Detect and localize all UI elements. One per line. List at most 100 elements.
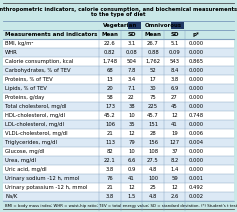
Text: Triglycerides, mg/dl: Triglycerides, mg/dl — [5, 140, 57, 145]
Bar — [3, 39, 234, 48]
Text: 7.1: 7.1 — [127, 86, 136, 91]
Text: 173: 173 — [105, 104, 115, 109]
Text: 58: 58 — [107, 95, 113, 100]
Text: 156: 156 — [148, 140, 158, 145]
Text: 30: 30 — [150, 86, 156, 91]
Text: 0.006: 0.006 — [188, 131, 204, 136]
Bar — [3, 120, 234, 129]
Text: 4.8: 4.8 — [149, 194, 157, 199]
Text: 45.7: 45.7 — [147, 113, 159, 118]
Text: VLDL-cholesterol, mg/dl: VLDL-cholesterol, mg/dl — [5, 131, 68, 136]
Bar — [3, 147, 234, 156]
Text: Calorie consumption, kcal: Calorie consumption, kcal — [5, 59, 73, 64]
Text: 0.001: 0.001 — [188, 176, 204, 181]
Text: 0.82: 0.82 — [104, 50, 116, 55]
Text: 26.7: 26.7 — [147, 41, 159, 46]
Text: 3.8: 3.8 — [106, 194, 114, 199]
Text: 79: 79 — [128, 140, 135, 145]
Text: Urinary potassium -12 h, mmol: Urinary potassium -12 h, mmol — [5, 185, 87, 190]
Text: 37: 37 — [171, 149, 178, 154]
Text: WHR: WHR — [5, 50, 18, 55]
Text: 22.6: 22.6 — [104, 41, 116, 46]
Bar — [3, 129, 234, 138]
Text: Measurements and indicators: Measurements and indicators — [5, 32, 97, 37]
Text: BMI, kg/m²: BMI, kg/m² — [5, 41, 33, 46]
Text: 12: 12 — [128, 185, 135, 190]
Text: 0.000: 0.000 — [188, 77, 204, 82]
Text: p*: p* — [192, 32, 200, 37]
Text: 22.1: 22.1 — [104, 158, 116, 163]
Text: SD: SD — [127, 32, 136, 37]
Bar — [171, 22, 184, 29]
Text: 6.6: 6.6 — [127, 158, 136, 163]
Text: 27.5: 27.5 — [147, 158, 159, 163]
Text: 0.000: 0.000 — [188, 68, 204, 73]
Text: 45: 45 — [171, 104, 178, 109]
Text: Mean: Mean — [102, 32, 118, 37]
Text: 21: 21 — [107, 185, 113, 190]
Text: 0.000: 0.000 — [188, 149, 204, 154]
Text: Total cholesterol, mg/dl: Total cholesterol, mg/dl — [5, 104, 67, 109]
Bar — [3, 21, 234, 30]
Text: Table 1 - Anthropometric indicators, calorie consumption, and biochemical measur: Table 1 - Anthropometric indicators, cal… — [0, 7, 237, 17]
Text: 4.8: 4.8 — [149, 167, 157, 172]
Text: 0.492: 0.492 — [188, 185, 204, 190]
Text: 10: 10 — [128, 149, 135, 154]
Bar — [3, 156, 234, 165]
Text: 19: 19 — [171, 131, 178, 136]
Text: 52: 52 — [150, 68, 156, 73]
Text: 35: 35 — [128, 122, 135, 127]
Text: 100: 100 — [148, 176, 158, 181]
Bar — [3, 111, 234, 120]
Text: 17: 17 — [150, 77, 156, 82]
Text: Lipids, % of TEV: Lipids, % of TEV — [5, 86, 47, 91]
Text: Uric acid, mg/dl: Uric acid, mg/dl — [5, 167, 47, 172]
Text: 1.5: 1.5 — [127, 194, 136, 199]
Text: 0.000: 0.000 — [188, 122, 204, 127]
Text: 0.748: 0.748 — [188, 113, 204, 118]
Text: 0.000: 0.000 — [188, 95, 204, 100]
Text: 1.4: 1.4 — [170, 167, 179, 172]
Text: 108: 108 — [148, 149, 158, 154]
Text: 5.1: 5.1 — [170, 41, 179, 46]
Bar — [3, 201, 234, 211]
Text: 12: 12 — [128, 131, 135, 136]
Text: 20: 20 — [107, 86, 113, 91]
Text: 6.9: 6.9 — [170, 86, 179, 91]
Text: 7.8: 7.8 — [127, 68, 136, 73]
Text: Carbohydrates, % of TEV: Carbohydrates, % of TEV — [5, 68, 71, 73]
Text: 151: 151 — [148, 122, 158, 127]
Text: 25: 25 — [150, 185, 156, 190]
Text: HDL-cholesterol, mg/dl: HDL-cholesterol, mg/dl — [5, 113, 65, 118]
Bar — [3, 3, 234, 21]
Text: 41: 41 — [171, 122, 178, 127]
Text: 12: 12 — [171, 185, 178, 190]
Text: 10: 10 — [128, 113, 135, 118]
Text: Glucose, mg/dl: Glucose, mg/dl — [5, 149, 44, 154]
Text: 3.8: 3.8 — [106, 167, 114, 172]
Text: 8.2: 8.2 — [170, 158, 179, 163]
Text: Urea, mg/dl: Urea, mg/dl — [5, 158, 36, 163]
Text: 3.1: 3.1 — [127, 41, 136, 46]
Text: 27: 27 — [171, 95, 178, 100]
Text: 0.000: 0.000 — [188, 104, 204, 109]
Text: 75: 75 — [150, 95, 156, 100]
Bar — [3, 30, 234, 39]
Text: 0.865: 0.865 — [188, 59, 204, 64]
Bar — [3, 183, 234, 192]
Bar — [3, 174, 234, 183]
Text: 113: 113 — [105, 140, 115, 145]
Text: 3.4: 3.4 — [127, 77, 136, 82]
Text: 0.09: 0.09 — [169, 50, 180, 55]
Text: 12: 12 — [171, 113, 178, 118]
Bar — [3, 66, 234, 75]
Text: 0.000: 0.000 — [188, 86, 204, 91]
Text: LDL-cholesterol, mg/dl: LDL-cholesterol, mg/dl — [5, 122, 64, 127]
Text: 13: 13 — [107, 77, 113, 82]
Text: BMI = body mass index; WHR = waist-hip ratio; TEV = total energy value; SD = sta: BMI = body mass index; WHR = waist-hip r… — [5, 204, 237, 208]
Text: Mean: Mean — [145, 32, 161, 37]
Text: 0.002: 0.002 — [188, 194, 204, 199]
Bar — [3, 165, 234, 174]
Text: 21: 21 — [107, 131, 113, 136]
Text: 59: 59 — [171, 176, 178, 181]
